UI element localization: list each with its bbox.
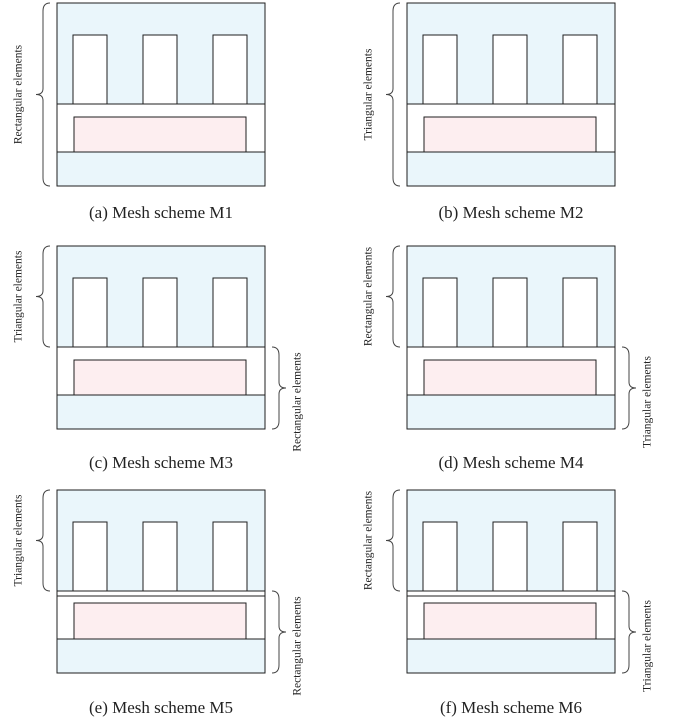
panel-c: Triangular elements Rectangular elements (…	[13, 245, 304, 472]
slot-2	[142, 277, 178, 348]
slot-2	[492, 34, 528, 105]
slot-1	[72, 521, 108, 592]
left-brace	[385, 2, 401, 187]
slot-1	[72, 34, 108, 105]
panel-a: Rectangular elements (a) Mesh scheme M1	[13, 2, 266, 222]
slot-3	[212, 277, 248, 348]
slot-3	[562, 277, 598, 348]
panel-e: Triangular elements Rectangular elements (…	[13, 489, 304, 717]
panel-d: Rectangular elements Triangular elements (…	[363, 245, 654, 472]
panel-caption: (f) Mesh scheme M6	[440, 698, 582, 717]
bottom-region	[406, 394, 616, 430]
left-brace	[35, 489, 51, 592]
slot-2	[492, 521, 528, 592]
right-brace	[621, 346, 637, 430]
right-label: Rectangular elements	[292, 352, 304, 452]
slot-1	[422, 521, 458, 592]
bottom-region	[56, 151, 266, 187]
left-brace	[385, 489, 401, 592]
inner-rectangle	[73, 116, 247, 153]
left-label: Rectangular elements	[363, 246, 375, 346]
right-brace	[271, 590, 287, 674]
inner-rectangle	[423, 602, 597, 640]
left-label: Rectangular elements	[13, 44, 25, 144]
right-brace	[271, 346, 287, 430]
panel-caption: (b) Mesh scheme M2	[439, 203, 584, 222]
slot-1	[72, 277, 108, 348]
panel-caption: (d) Mesh scheme M4	[439, 453, 584, 472]
right-brace	[621, 590, 637, 674]
bottom-region	[56, 638, 266, 674]
bottom-region	[406, 151, 616, 187]
left-brace	[35, 2, 51, 187]
panel-b: Triangular elements (b) Mesh scheme M2	[363, 2, 616, 222]
slot-3	[562, 34, 598, 105]
panel-caption: (e) Mesh scheme M5	[89, 698, 233, 717]
slot-3	[562, 521, 598, 592]
slot-2	[142, 521, 178, 592]
panel-caption: (a) Mesh scheme M1	[89, 203, 233, 222]
panel-f: Rectangular elements Triangular elements (…	[363, 489, 654, 717]
right-label: Rectangular elements	[292, 596, 304, 696]
inner-rectangle	[73, 359, 247, 396]
inner-rectangle	[73, 602, 247, 640]
slot-2	[142, 34, 178, 105]
slot-1	[422, 34, 458, 105]
left-label: Triangular elements	[363, 48, 375, 140]
left-brace	[35, 245, 51, 348]
bottom-region	[406, 638, 616, 674]
left-label: Triangular elements	[13, 250, 25, 342]
bottom-region	[56, 394, 266, 430]
inner-rectangle	[423, 116, 597, 153]
left-label: Triangular elements	[13, 494, 25, 586]
right-label: Triangular elements	[642, 356, 654, 448]
slot-2	[492, 277, 528, 348]
panel-caption: (c) Mesh scheme M3	[89, 453, 233, 472]
slot-1	[422, 277, 458, 348]
left-label: Rectangular elements	[363, 490, 375, 590]
right-label: Triangular elements	[642, 600, 654, 692]
left-brace	[385, 245, 401, 348]
slot-3	[212, 34, 248, 105]
slot-3	[212, 521, 248, 592]
inner-rectangle	[423, 359, 597, 396]
